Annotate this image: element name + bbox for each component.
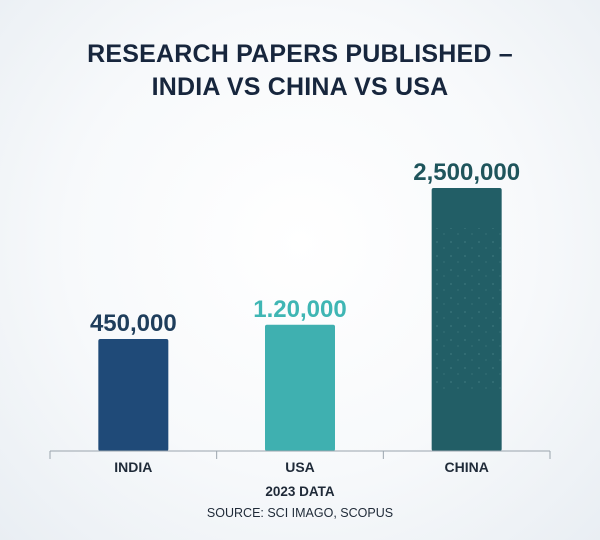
data-label-india: 450,000 [90,310,177,337]
chart-title-line-2: INDIA VS CHINA VS USA [151,73,449,101]
chart-title: RESEARCH PAPERS PUBLISHED – INDIA VS CHI… [0,38,600,104]
data-year-note: 2023 DATA [265,484,335,499]
bar-texture [431,228,502,391]
chart-title-line-1: RESEARCH PAPERS PUBLISHED – [87,40,513,68]
bar-usa [265,324,335,451]
data-label-usa: 1.20,000 [253,296,346,323]
x-tick-label-india: INDIA [114,459,152,475]
x-tick-label-usa: USA [285,459,315,475]
source-note: SOURCE: SCI IMAGO, SCOPUS [206,506,394,520]
bar-india [98,339,169,451]
data-label-china: 2,500,000 [413,159,520,186]
x-tick-label-china: CHINA [444,459,488,475]
